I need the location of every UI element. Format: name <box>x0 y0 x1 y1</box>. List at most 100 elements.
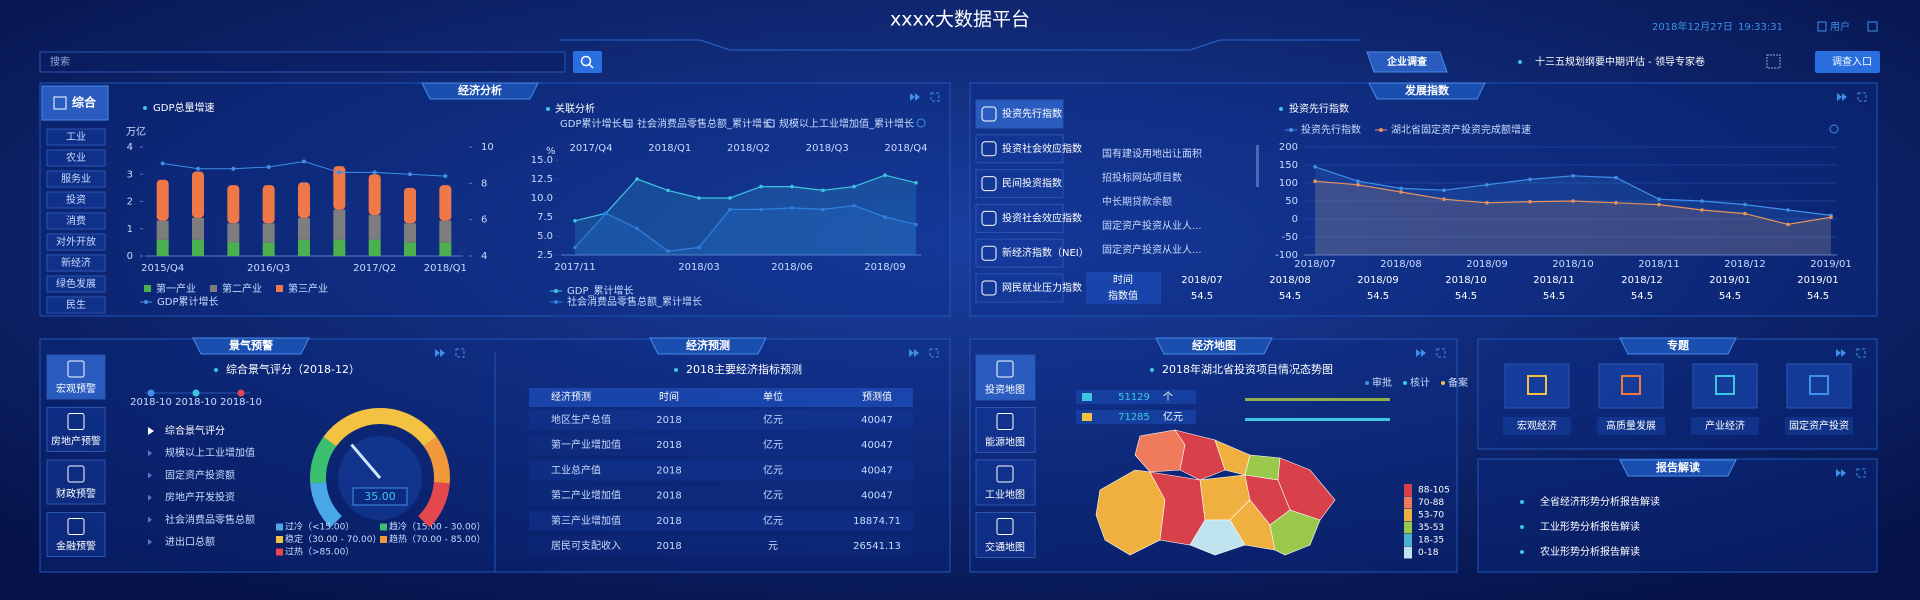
topic-tile[interactable] <box>1692 363 1758 409</box>
map-icon <box>996 413 1014 430</box>
index-button-active[interactable] <box>975 99 1064 129</box>
expand-button[interactable] <box>1421 349 1426 357</box>
menu-item[interactable] <box>46 170 106 188</box>
fullscreen-button[interactable] <box>1857 92 1867 102</box>
indicator-label[interactable]: 固定资产投资从业人... <box>1102 243 1202 256</box>
expand-button[interactable] <box>435 349 440 357</box>
top-tick-label: 2018/Q2 <box>727 143 770 154</box>
index-button[interactable] <box>975 169 1064 199</box>
line-point <box>231 166 236 171</box>
expand-button[interactable] <box>1841 349 1846 357</box>
line-point <box>728 207 732 212</box>
menu-item[interactable] <box>46 212 106 230</box>
search-button[interactable] <box>573 51 602 73</box>
menu-item[interactable] <box>46 233 106 251</box>
fullscreen-button[interactable] <box>1856 468 1866 478</box>
topic-label[interactable]: 固定资产投资 <box>1789 419 1849 432</box>
survey-button[interactable] <box>1815 51 1880 73</box>
line-point <box>1313 165 1317 169</box>
map-button-active[interactable] <box>975 354 1036 401</box>
warning-item[interactable]: 综合景气评分 <box>165 424 225 437</box>
topic-tile[interactable] <box>1504 363 1570 409</box>
table-cell: 2018 <box>656 465 681 476</box>
warning-item[interactable]: 社会消费品零售总额 <box>165 513 255 526</box>
index-button[interactable] <box>975 134 1064 164</box>
indicator-label[interactable]: 国有建设用地出让面积 <box>1102 147 1202 160</box>
legend-label: 备案 <box>1448 376 1468 389</box>
y-tick-label: 3 <box>127 169 133 180</box>
line-point <box>1614 175 1618 180</box>
x-tick-label: 2018/Q1 <box>424 263 467 274</box>
expand-button[interactable] <box>1416 349 1421 357</box>
menu-item[interactable] <box>46 275 106 293</box>
warning-item[interactable]: 固定资产投资额 <box>165 468 235 481</box>
warning-button[interactable] <box>46 459 106 505</box>
topic-icon <box>1715 375 1735 395</box>
map-button[interactable] <box>975 512 1036 558</box>
expand-button[interactable] <box>909 349 914 357</box>
report-bullet <box>1520 550 1524 554</box>
scroll-button[interactable] <box>1829 124 1839 134</box>
report-link[interactable]: 全省经济形势分析报告解读 <box>1540 495 1660 508</box>
timeline-dot[interactable] <box>192 389 200 397</box>
warning-item[interactable]: 规模以上工业增加值 <box>165 446 255 459</box>
expand-button[interactable] <box>910 93 915 101</box>
menu-item[interactable] <box>46 149 106 167</box>
user-link[interactable]: 用户 <box>1830 20 1850 33</box>
y2-tick-label: 4 <box>481 251 487 262</box>
topic-tile[interactable] <box>1598 363 1664 409</box>
expand-button[interactable] <box>1837 93 1842 101</box>
expand-button[interactable] <box>914 349 919 357</box>
fullscreen-button[interactable] <box>1436 348 1446 358</box>
expand-button[interactable] <box>1836 469 1841 477</box>
menu-item[interactable] <box>46 254 106 272</box>
checkbox[interactable] <box>766 119 775 128</box>
topic-label[interactable]: 产业经济 <box>1705 419 1745 432</box>
line-point <box>160 161 165 166</box>
fullscreen-button[interactable] <box>455 348 465 358</box>
scroll-button[interactable] <box>916 118 926 128</box>
line-point <box>1700 208 1704 212</box>
line-point <box>573 219 577 223</box>
menu-label: 投资 <box>66 193 86 206</box>
fullscreen-button[interactable] <box>929 348 939 358</box>
fullscreen-button[interactable] <box>1856 348 1866 358</box>
menu-item[interactable] <box>46 191 106 209</box>
menu-item[interactable] <box>46 296 106 314</box>
warning-item[interactable]: 进出口总额 <box>165 535 215 548</box>
fullscreen-button[interactable] <box>930 92 940 102</box>
survey-notice[interactable]: 十三五规划纲要中期评估 - 领导专家卷 <box>1535 55 1705 68</box>
expand-button[interactable] <box>1836 349 1841 357</box>
y-tick-label: 5.0 <box>537 231 553 242</box>
bar-segment <box>333 239 346 256</box>
timeline-dot[interactable] <box>237 389 245 397</box>
topic-label[interactable]: 高质量发展 <box>1606 419 1656 432</box>
expand-button[interactable] <box>1841 469 1846 477</box>
expand-button[interactable] <box>1842 93 1847 101</box>
indicator-label[interactable]: 固定资产投资从业人... <box>1102 219 1202 232</box>
menu-item-active[interactable] <box>41 85 109 121</box>
checkbox[interactable] <box>624 119 633 128</box>
menu-item[interactable] <box>46 128 106 146</box>
report-link[interactable]: 农业形势分析报告解读 <box>1540 545 1640 558</box>
survey-tab[interactable] <box>1366 51 1448 73</box>
gauge-band <box>310 481 343 528</box>
expand-button[interactable] <box>915 93 920 101</box>
item-arrow <box>148 539 152 545</box>
search-input[interactable] <box>39 51 566 73</box>
index-button[interactable] <box>975 273 1064 303</box>
expand-button[interactable] <box>440 349 445 357</box>
topic-tile[interactable] <box>1786 363 1852 409</box>
report-link[interactable]: 工业形势分析报告解读 <box>1540 520 1640 533</box>
logout-icon[interactable] <box>1867 21 1878 32</box>
table-row <box>529 460 913 481</box>
indicator-label[interactable]: 招投标网站项目数 <box>1102 171 1182 184</box>
indicator-label[interactable]: 中长期贷款余额 <box>1102 195 1172 208</box>
line-point <box>728 196 732 200</box>
warning-item[interactable]: 房地产开发投资 <box>165 491 235 504</box>
index-button[interactable] <box>975 238 1064 268</box>
topic-label[interactable]: 宏观经济 <box>1517 419 1557 432</box>
index-icon <box>981 176 997 192</box>
timeline-dot[interactable] <box>147 389 155 397</box>
index-button[interactable] <box>975 203 1064 233</box>
